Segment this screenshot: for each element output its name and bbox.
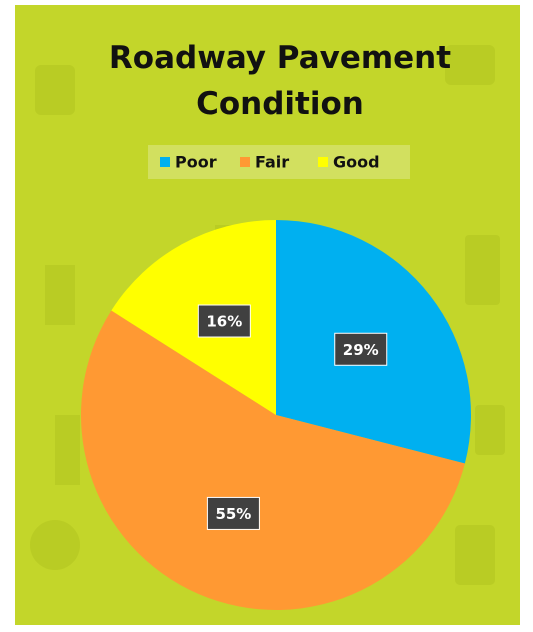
- legend-label: Fair: [255, 153, 289, 172]
- data-label: 55%: [215, 505, 251, 523]
- data-label-box: [197, 304, 251, 338]
- pie-slice: [81, 310, 465, 610]
- data-label-box: [334, 332, 388, 366]
- legend-label: Poor: [175, 153, 217, 172]
- chart-title: Roadway Pavement Condition: [108, 40, 452, 122]
- legend: Poor Fair Good: [148, 145, 410, 179]
- data-label: 29%: [343, 341, 379, 359]
- pie-slice: [111, 220, 277, 415]
- legend-swatch: [160, 157, 170, 167]
- legend-swatch: [240, 157, 250, 167]
- chart-panel: Roadway Pavement Condition Poor Fair Good 2…: [15, 5, 520, 625]
- data-label-box: [206, 496, 260, 530]
- background-pattern: [30, 45, 505, 585]
- data-label: 16%: [206, 313, 242, 331]
- legend-box: [148, 145, 410, 179]
- chart: Poor Fair Good 29% 55% 16%: [81, 145, 471, 610]
- legend-swatch: [318, 157, 328, 167]
- legend-label: Good: [333, 153, 380, 172]
